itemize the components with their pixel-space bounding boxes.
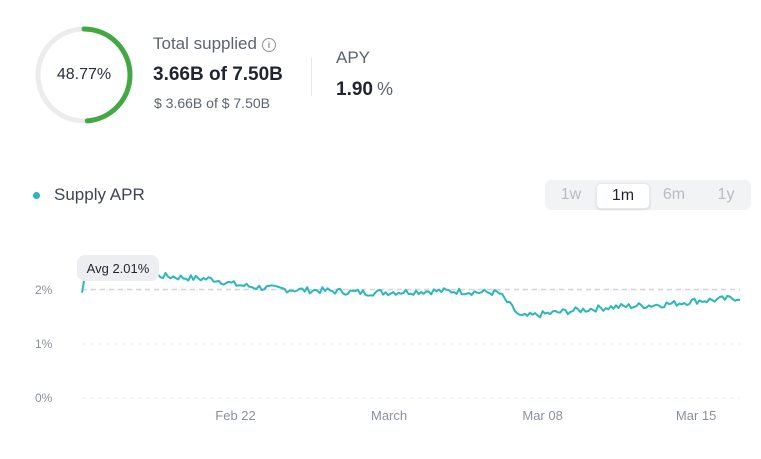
average-badge-label: Avg 2.01%	[87, 261, 150, 276]
apy-number: 1.90	[336, 79, 373, 100]
legend-label: Supply APR	[54, 185, 145, 204]
y-tick-label: 2%	[35, 283, 53, 297]
x-tick-label: March	[371, 408, 407, 423]
range-option-6m[interactable]: 6m	[662, 186, 686, 203]
info-icon[interactable]: i	[261, 38, 276, 52]
apy-label: APY	[336, 48, 371, 67]
total-supplied-text: Total supplied	[153, 34, 257, 53]
gauge-arc	[35, 26, 133, 124]
divider	[311, 58, 312, 96]
gauge-ring	[35, 26, 133, 124]
x-tick-label: Mar 08	[522, 408, 562, 423]
y-tick-label: 0%	[35, 391, 53, 405]
range-option-1m[interactable]: 1m	[596, 183, 650, 209]
legend-dot	[33, 192, 40, 199]
average-badge	[77, 255, 159, 281]
total-supplied-label: Total supplied i	[153, 34, 276, 54]
utilization-gauge: 48.77%	[34, 25, 134, 125]
supplied-usd-amount: $ 3.66B of $ 7.50B	[154, 95, 270, 111]
utilization-percent: 48.77%	[56, 66, 112, 83]
supplied-amount: 3.66B of 7.50B	[153, 64, 283, 85]
range-option-1w[interactable]: 1w	[560, 186, 582, 203]
y-tick-label: 1%	[35, 337, 53, 351]
supply-apr-line	[81, 269, 741, 319]
apy-unit: %	[376, 79, 393, 99]
x-tick-label: Feb 22	[215, 408, 255, 423]
range-option-1y[interactable]: 1y	[717, 186, 735, 203]
x-tick-label: Mar 15	[676, 408, 716, 423]
range-selector: 1w 1m 6m 1y	[545, 180, 751, 210]
apy-value: 1.90%	[336, 79, 393, 101]
